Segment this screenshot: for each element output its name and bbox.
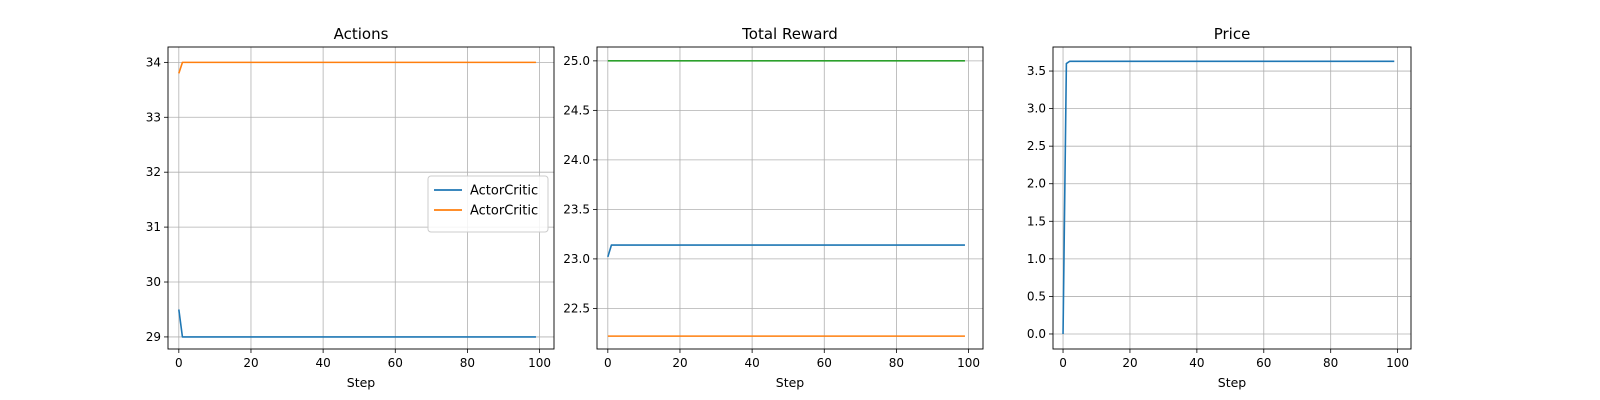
y-tick-label: 30: [146, 275, 161, 289]
axes-frame: [167, 46, 555, 350]
y-tick-label: 34: [146, 55, 161, 69]
x-tick-label: 0: [604, 356, 612, 370]
x-tick-label: 0: [175, 356, 183, 370]
y-tick-label: 0.0: [1027, 327, 1046, 341]
series-line-0: [178, 309, 536, 338]
y-tick-label: 22.5: [563, 301, 590, 315]
legend-entry-1: ActorCritic: [470, 204, 538, 219]
x-axis-label: Step: [347, 375, 376, 390]
chart-panel-2: 0 20 40 60 80 100 0.0 0.5 1.0 1.5 2.0 2.5 3.0 3.5 Pric…: [1027, 25, 1412, 390]
chart-panel-0: 0 20 40 60 80 100 29 30 31 32 33 34 Actions Step Actor…: [146, 25, 555, 390]
chart-panel-1: 0 20 40 60 80 100 22.5 23.0 23.5 24.0 24.5 25.0 Tota…: [563, 25, 984, 390]
y-tick-label: 29: [146, 330, 161, 344]
y-tick-label: 23.5: [563, 202, 590, 216]
y-tick-label: 2.5: [1027, 139, 1046, 153]
x-tick-label: 60: [817, 356, 832, 370]
x-tick-label: 20: [672, 356, 687, 370]
x-tick-label: 40: [315, 356, 330, 370]
x-axis-label: Step: [776, 375, 805, 390]
y-tick-label: 1.0: [1027, 252, 1046, 266]
legend-entry-0: ActorCritic: [470, 184, 538, 199]
x-tick-label: 80: [460, 356, 475, 370]
x-tick-label: 20: [1122, 356, 1137, 370]
y-tick-label: 33: [146, 110, 161, 124]
legend: ActorCritic ActorCritic: [427, 175, 549, 233]
x-tick-label: 0: [1059, 356, 1067, 370]
y-tick-label: 32: [146, 165, 161, 179]
x-tick-label: 100: [528, 356, 551, 370]
y-tick-label: 24.5: [563, 103, 590, 117]
chart-title: Actions: [334, 25, 389, 43]
chart-title: Total Reward: [741, 25, 838, 43]
y-tick-label: 31: [146, 220, 161, 234]
series-line-1: [178, 61, 536, 74]
y-tick-label: 24.0: [563, 153, 590, 167]
x-axis-label: Step: [1218, 375, 1247, 390]
x-tick-label: 60: [1256, 356, 1271, 370]
y-tick-label: 3.5: [1027, 64, 1046, 78]
x-tick-label: 60: [388, 356, 403, 370]
x-tick-label: 40: [1189, 356, 1204, 370]
axes-frame: [596, 46, 984, 350]
y-tick-label: 25.0: [563, 54, 590, 68]
y-tick-label: 0.5: [1027, 289, 1046, 303]
y-tick-label: 3.0: [1027, 102, 1046, 116]
y-tick-label: 2.0: [1027, 177, 1046, 191]
x-tick-label: 80: [889, 356, 904, 370]
axes-frame: [1052, 46, 1412, 350]
x-tick-label: 100: [957, 356, 980, 370]
x-tick-label: 40: [744, 356, 759, 370]
y-tick-label: 23.0: [563, 252, 590, 266]
series-line-0: [1062, 60, 1395, 334]
x-tick-label: 20: [243, 356, 258, 370]
x-tick-label: 100: [1386, 356, 1409, 370]
chart-title: Price: [1214, 25, 1251, 43]
series-line-1: [607, 244, 965, 258]
x-tick-label: 80: [1323, 356, 1338, 370]
y-tick-label: 1.5: [1027, 214, 1046, 228]
